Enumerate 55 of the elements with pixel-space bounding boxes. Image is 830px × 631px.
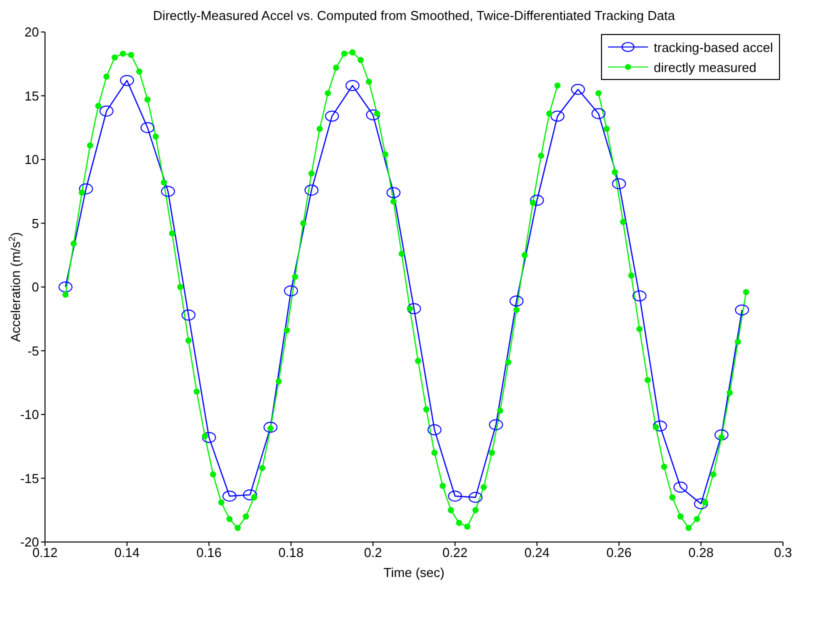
point — [694, 498, 708, 510]
y-tick-label: 15 — [24, 88, 39, 104]
point — [428, 424, 442, 436]
point — [550, 110, 564, 122]
point — [161, 186, 175, 197]
y-tick-label: 20 — [24, 24, 39, 40]
x-tick-label: 0.2 — [364, 545, 382, 560]
point — [468, 492, 482, 503]
point — [366, 109, 380, 120]
x-tick-label: 0.24 — [524, 545, 550, 560]
point — [202, 432, 216, 443]
point — [346, 80, 360, 92]
point — [714, 429, 728, 440]
point — [571, 84, 585, 95]
point — [140, 122, 154, 134]
y-tick-label: 10 — [24, 152, 39, 168]
point — [592, 108, 606, 120]
y-tick-label: 0 — [32, 280, 39, 295]
point — [632, 290, 646, 302]
point — [304, 184, 318, 196]
point — [325, 110, 339, 122]
x-tick-label: 0.26 — [606, 545, 632, 560]
point — [264, 422, 278, 433]
legend-label: tracking-based accel — [654, 40, 773, 54]
point — [489, 419, 503, 430]
point — [120, 74, 134, 86]
point — [530, 194, 544, 206]
point — [674, 482, 688, 493]
y-tick-label: -10 — [20, 407, 39, 422]
y-tick-label: 5 — [32, 216, 39, 231]
point — [222, 490, 236, 502]
x-tick-label: 0.18 — [278, 545, 304, 560]
y-tick-label: -15 — [20, 470, 39, 486]
x-tick-label: 0.28 — [688, 545, 714, 560]
point — [448, 490, 462, 502]
point — [386, 187, 400, 198]
point — [735, 304, 749, 316]
point — [79, 183, 93, 194]
point — [612, 178, 626, 190]
point — [284, 285, 298, 296]
x-tick-label: 0.16 — [196, 545, 222, 560]
chart-title: Directly-Measured Accel vs. Computed from Smoothed, Twice-Differentiated Tracking Data — [152, 8, 676, 23]
point — [653, 420, 667, 432]
y-tick-label: -5 — [27, 343, 39, 358]
point — [243, 489, 257, 500]
point — [510, 296, 524, 307]
x-tick-label: 0.22 — [442, 545, 468, 560]
x-axis-title: Time (sec) — [384, 565, 444, 580]
x-tick-label: 0.14 — [114, 545, 140, 560]
legend-label: directly measured — [654, 60, 756, 74]
x-tick-label: 0.3 — [774, 545, 792, 560]
point — [182, 310, 196, 321]
point — [407, 303, 421, 314]
point — [100, 106, 114, 117]
point — [58, 282, 72, 292]
